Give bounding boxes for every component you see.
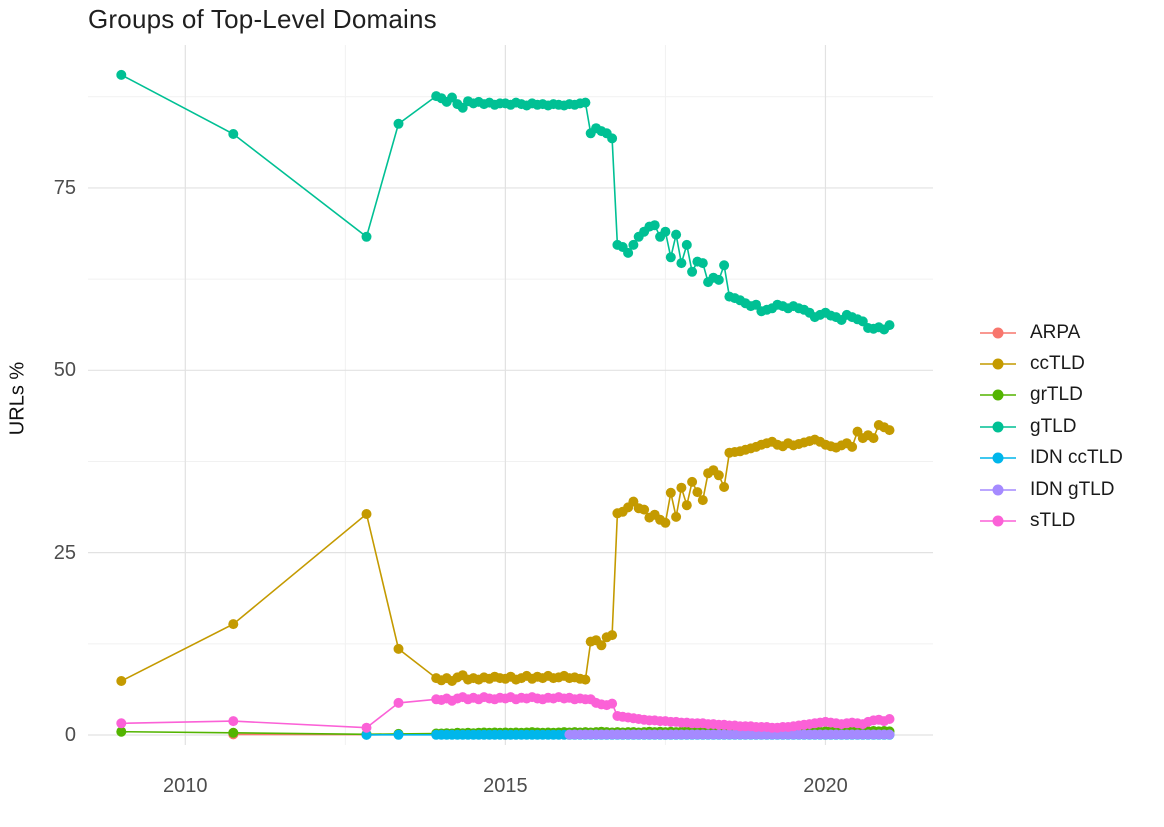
data-point-cctld (681, 500, 692, 511)
data-point-gtld (228, 129, 239, 139)
legend-label: IDN gTLD (1030, 478, 1115, 500)
legend-marker-icon (980, 484, 1016, 496)
data-point-cctld (596, 640, 607, 651)
data-point-idn-cctld (361, 729, 372, 740)
legend-label: sTLD (1030, 510, 1076, 532)
data-point-cctld (116, 676, 127, 686)
data-point-cctld (607, 630, 618, 641)
data-point-gtld (719, 260, 730, 271)
x-tick-label: 2010 (163, 775, 208, 797)
data-point-gtld (671, 229, 682, 240)
legend-item-arpa: ARPA (980, 317, 1123, 348)
data-point-gtld (580, 97, 591, 108)
legend-marker-icon (980, 515, 1016, 527)
data-point-stld (228, 716, 239, 727)
legend-label: grTLD (1030, 384, 1083, 406)
legend-item-gtld: gTLD (980, 411, 1123, 442)
legend: ARPA ccTLD grTLD gTLD IDN ccTLD IDN gTLD sTLD (980, 317, 1123, 537)
data-point-cctld (660, 517, 671, 528)
data-point-gtld (623, 247, 634, 258)
data-point-gtld (361, 231, 372, 242)
data-point-gtld (649, 220, 660, 231)
legend-item-idn-cctld: IDN ccTLD (980, 443, 1123, 474)
data-point-cctld (639, 504, 650, 515)
data-point-gtld (681, 239, 692, 250)
legend-item-stld: sTLD (980, 505, 1123, 536)
data-point-idn-gtld (884, 729, 895, 740)
legend-item-grtld: grTLD (980, 380, 1123, 411)
legend-item-cctld: ccTLD (980, 348, 1123, 379)
legend-marker-icon (980, 452, 1016, 464)
data-point-cctld (665, 487, 676, 498)
legend-marker-icon (980, 389, 1016, 401)
data-point-cctld (847, 441, 858, 452)
legend-label: IDN ccTLD (1030, 447, 1123, 469)
legend-label: gTLD (1030, 415, 1077, 437)
legend-marker-icon (980, 358, 1016, 370)
data-point-gtld (607, 133, 618, 144)
legend-marker-icon (980, 327, 1016, 339)
y-tick-label: 50 (53, 359, 76, 382)
x-tick-label: 2020 (803, 775, 848, 797)
data-point-cctld (676, 482, 687, 493)
data-point-cctld (692, 487, 703, 498)
data-point-cctld (687, 476, 698, 487)
data-point-cctld (713, 470, 724, 481)
data-point-grtld (116, 726, 127, 737)
data-point-stld (607, 698, 618, 709)
data-point-cctld (393, 643, 404, 654)
data-point-gtld (676, 258, 687, 269)
data-point-gtld (393, 118, 404, 129)
data-point-stld (884, 714, 895, 724)
legend-marker-icon (980, 421, 1016, 433)
data-point-gtld (697, 258, 708, 269)
data-point-gtld (447, 92, 457, 103)
data-point-cctld (884, 425, 895, 436)
data-point-cctld (228, 619, 239, 630)
x-tick-label: 2015 (483, 775, 528, 797)
y-tick-label: 25 (53, 541, 76, 564)
legend-item-idn-gtld: IDN gTLD (980, 474, 1123, 505)
y-tick-label: 0 (64, 724, 76, 746)
data-point-gtld (660, 226, 671, 237)
data-point-gtld (713, 274, 724, 285)
legend-label: ARPA (1030, 321, 1081, 343)
data-point-gtld (116, 69, 127, 80)
data-point-grtld (228, 727, 239, 738)
y-tick-label: 75 (53, 176, 76, 199)
data-point-gtld (687, 266, 698, 277)
data-point-cctld (868, 433, 879, 444)
data-point-cctld (719, 482, 730, 492)
chart-title: Groups of Top-Level Domains (88, 4, 437, 34)
data-point-cctld (671, 511, 682, 522)
data-point-cctld (361, 509, 372, 519)
data-point-idn-cctld (393, 729, 404, 740)
legend-label: ccTLD (1030, 353, 1085, 375)
data-point-gtld (884, 320, 895, 331)
data-point-gtld (628, 239, 639, 250)
y-axis-label: URLs % (6, 361, 29, 436)
data-point-stld (393, 697, 404, 708)
data-point-stld (361, 722, 372, 733)
data-point-cctld (580, 674, 591, 685)
data-point-gtld (665, 252, 676, 263)
data-point-cctld (697, 495, 708, 506)
data-point-stld (116, 718, 127, 729)
